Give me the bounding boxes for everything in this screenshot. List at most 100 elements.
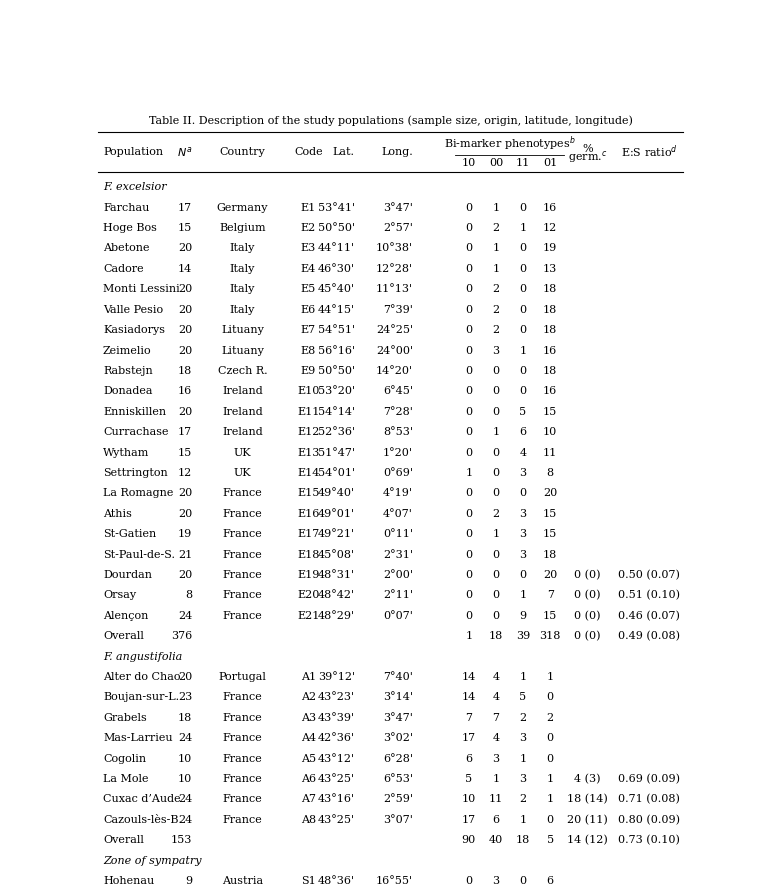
Text: 43°16': 43°16' bbox=[318, 795, 355, 805]
Text: 16°55': 16°55' bbox=[376, 876, 413, 886]
Text: Lituany: Lituany bbox=[221, 345, 264, 356]
Text: Cuxac d’Aude: Cuxac d’Aude bbox=[103, 795, 181, 805]
Text: 0: 0 bbox=[492, 611, 499, 620]
Text: 6°45': 6°45' bbox=[383, 386, 413, 396]
Text: 45°08': 45°08' bbox=[318, 550, 355, 560]
Text: Monti Lessini: Monti Lessini bbox=[103, 284, 180, 294]
Text: 24: 24 bbox=[178, 611, 192, 620]
Text: E16: E16 bbox=[297, 509, 319, 519]
Text: Code: Code bbox=[294, 147, 322, 157]
Text: 3: 3 bbox=[520, 529, 527, 539]
Text: 0: 0 bbox=[520, 386, 527, 396]
Text: 2°57': 2°57' bbox=[383, 224, 413, 233]
Text: 0: 0 bbox=[466, 529, 472, 539]
Text: Italy: Italy bbox=[230, 284, 255, 294]
Text: 2: 2 bbox=[520, 713, 527, 722]
Text: 0: 0 bbox=[466, 550, 472, 560]
Text: 16: 16 bbox=[543, 345, 557, 356]
Text: 48°31': 48°31' bbox=[318, 570, 355, 580]
Text: E21: E21 bbox=[297, 611, 319, 620]
Text: 0: 0 bbox=[466, 284, 472, 294]
Text: 20: 20 bbox=[543, 488, 557, 498]
Text: 48°42': 48°42' bbox=[318, 590, 355, 601]
Text: 7°40': 7°40' bbox=[383, 672, 413, 682]
Text: 0: 0 bbox=[466, 488, 472, 498]
Text: Austria: Austria bbox=[222, 876, 263, 886]
Text: 15: 15 bbox=[178, 224, 192, 233]
Text: $N^{a}$: $N^{a}$ bbox=[177, 145, 192, 159]
Text: France: France bbox=[223, 692, 262, 703]
Text: A2: A2 bbox=[301, 692, 316, 703]
Text: 3: 3 bbox=[520, 468, 527, 478]
Text: 9: 9 bbox=[185, 876, 192, 886]
Text: 0: 0 bbox=[466, 243, 472, 254]
Text: E10: E10 bbox=[297, 386, 319, 396]
Text: 0: 0 bbox=[466, 325, 472, 335]
Text: Grabels: Grabels bbox=[103, 713, 147, 722]
Text: E2: E2 bbox=[301, 224, 316, 233]
Text: 18: 18 bbox=[543, 284, 557, 294]
Text: 0: 0 bbox=[520, 366, 527, 375]
Text: La Romagne: La Romagne bbox=[103, 488, 174, 498]
Text: 3°47': 3°47' bbox=[383, 203, 413, 213]
Text: 3°07': 3°07' bbox=[383, 814, 413, 825]
Text: 1: 1 bbox=[492, 529, 499, 539]
Text: Abetone: Abetone bbox=[103, 243, 149, 254]
Text: 2: 2 bbox=[492, 224, 499, 233]
Text: 20: 20 bbox=[178, 243, 192, 254]
Text: 4: 4 bbox=[520, 448, 527, 458]
Text: 50°50': 50°50' bbox=[318, 224, 355, 233]
Text: germ.$^{c}$: germ.$^{c}$ bbox=[568, 149, 607, 165]
Text: 0: 0 bbox=[520, 305, 527, 315]
Text: 6: 6 bbox=[492, 814, 499, 825]
Text: Donadea: Donadea bbox=[103, 386, 152, 396]
Text: 2°59': 2°59' bbox=[383, 795, 413, 805]
Text: 4: 4 bbox=[492, 672, 499, 682]
Text: 15: 15 bbox=[543, 509, 557, 519]
Text: Ireland: Ireland bbox=[223, 427, 263, 437]
Text: 0: 0 bbox=[466, 611, 472, 620]
Text: 16: 16 bbox=[178, 386, 192, 396]
Text: Population: Population bbox=[103, 147, 163, 157]
Text: 6: 6 bbox=[546, 876, 554, 886]
Text: 0: 0 bbox=[492, 448, 499, 458]
Text: 12°28': 12°28' bbox=[376, 264, 413, 274]
Text: 20: 20 bbox=[178, 305, 192, 315]
Text: 6°53': 6°53' bbox=[383, 774, 413, 784]
Text: France: France bbox=[223, 795, 262, 805]
Text: 11°13': 11°13' bbox=[376, 284, 413, 294]
Text: Belgium: Belgium bbox=[219, 224, 266, 233]
Text: France: France bbox=[223, 611, 262, 620]
Text: 17: 17 bbox=[462, 733, 475, 743]
Text: 39°12': 39°12' bbox=[318, 672, 355, 682]
Text: France: France bbox=[223, 754, 262, 763]
Text: St-Gatien: St-Gatien bbox=[103, 529, 156, 539]
Text: Cazouls-lès-B.: Cazouls-lès-B. bbox=[103, 814, 182, 825]
Text: 18: 18 bbox=[543, 366, 557, 375]
Text: 7: 7 bbox=[492, 713, 499, 722]
Text: 1: 1 bbox=[520, 590, 527, 601]
Text: 5: 5 bbox=[520, 692, 527, 703]
Text: 14: 14 bbox=[178, 264, 192, 274]
Text: 18: 18 bbox=[543, 325, 557, 335]
Text: 318: 318 bbox=[539, 631, 561, 641]
Text: 4°19': 4°19' bbox=[383, 488, 413, 498]
Text: 20: 20 bbox=[178, 284, 192, 294]
Text: 2: 2 bbox=[492, 325, 499, 335]
Text: 0.50 (0.07): 0.50 (0.07) bbox=[619, 569, 680, 580]
Text: 20: 20 bbox=[178, 672, 192, 682]
Text: 44°15': 44°15' bbox=[318, 305, 355, 315]
Text: 44°11': 44°11' bbox=[318, 243, 355, 254]
Text: 15: 15 bbox=[178, 448, 192, 458]
Text: S1: S1 bbox=[301, 876, 315, 886]
Text: 0: 0 bbox=[520, 243, 527, 254]
Text: Lat.: Lat. bbox=[333, 147, 355, 157]
Text: 1: 1 bbox=[492, 203, 499, 213]
Text: 14: 14 bbox=[462, 672, 476, 682]
Text: 49°40': 49°40' bbox=[318, 488, 355, 498]
Text: 7°39': 7°39' bbox=[383, 305, 413, 315]
Text: 7: 7 bbox=[466, 713, 472, 722]
Text: A8: A8 bbox=[301, 814, 316, 825]
Text: 8: 8 bbox=[185, 590, 192, 601]
Text: E15: E15 bbox=[297, 488, 319, 498]
